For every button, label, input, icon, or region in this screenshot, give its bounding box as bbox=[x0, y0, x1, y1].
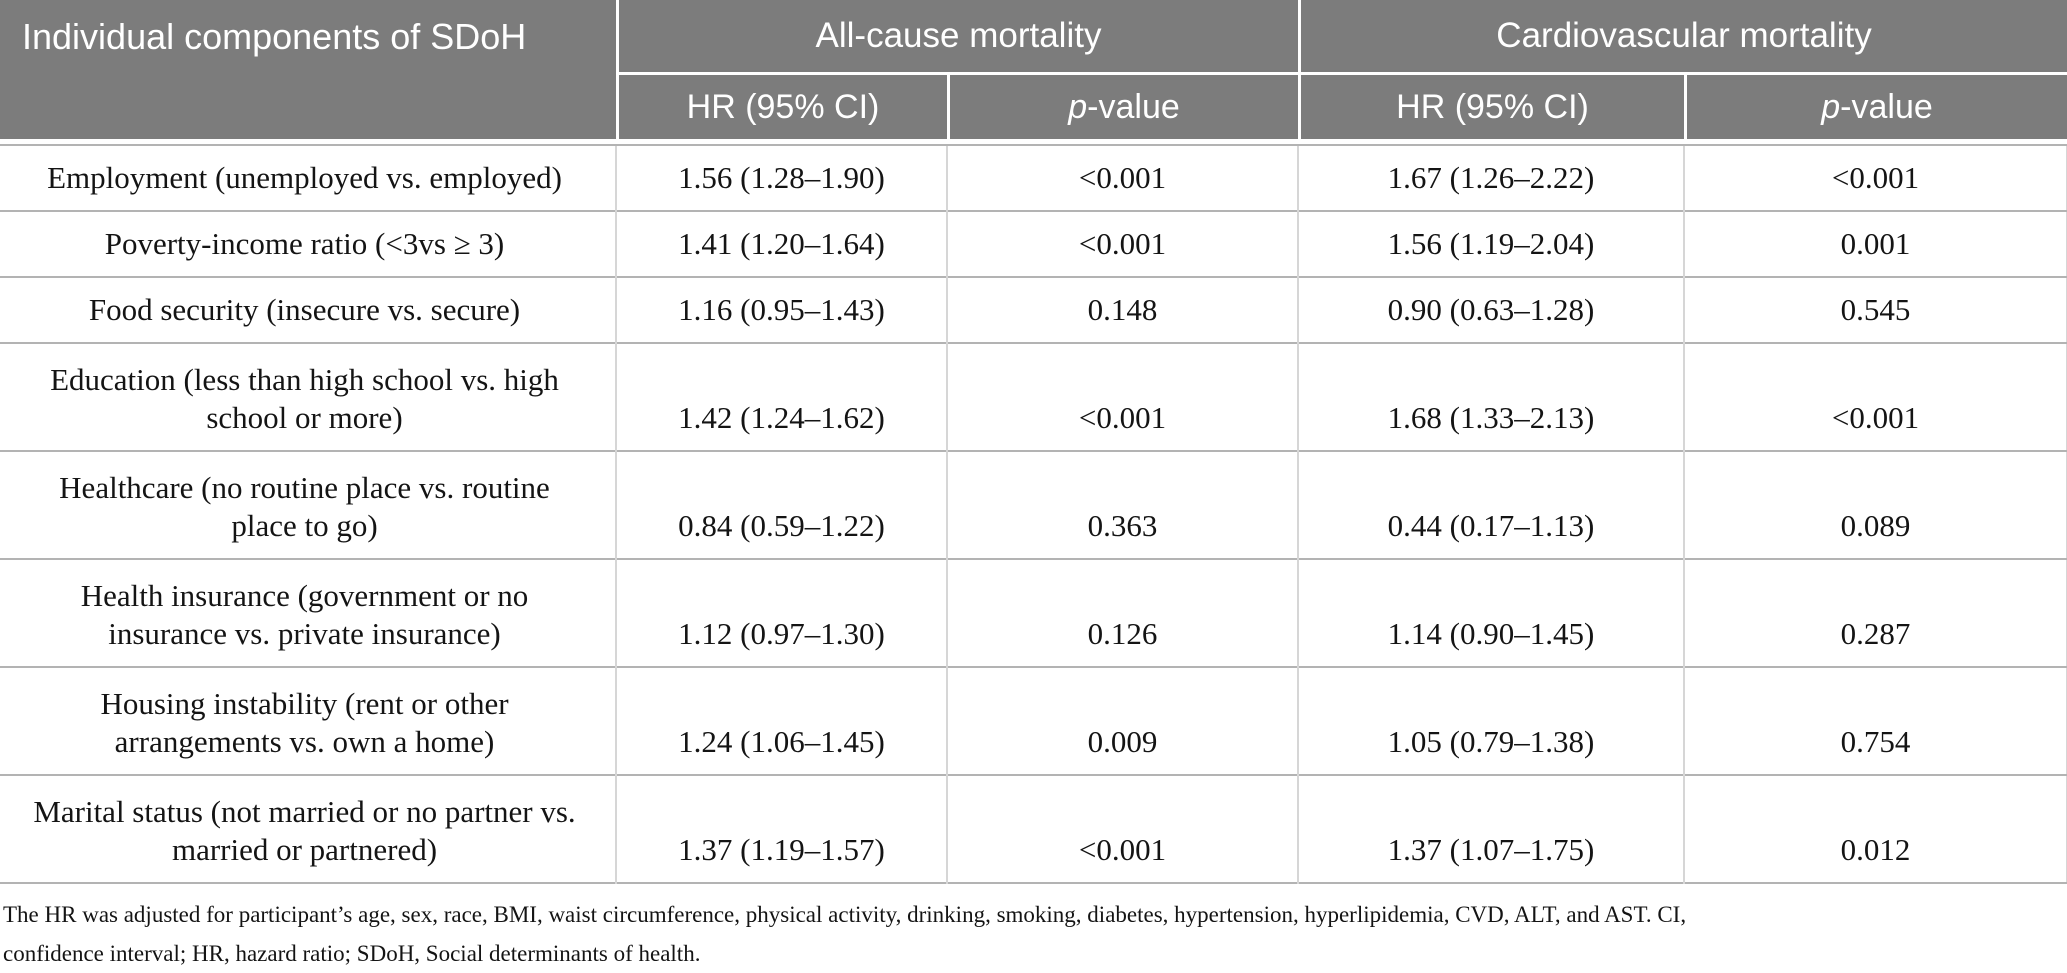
cardio-p-cell: 0.001 bbox=[1683, 210, 2067, 277]
table-row-healthcare: Healthcare (no routine place vs. routine… bbox=[0, 450, 2067, 559]
row-label: Healthcare (no routine place vs. routine… bbox=[0, 450, 616, 559]
row-label: Food security (insecure vs. secure) bbox=[0, 276, 616, 343]
allcause-p-cell: <0.001 bbox=[946, 342, 1298, 451]
allcause-hr-cell: 1.16 (0.95–1.43) bbox=[615, 276, 947, 343]
cardio-hr-cell: 1.05 (0.79–1.38) bbox=[1297, 666, 1684, 775]
p-value-suffix: -value bbox=[1840, 87, 1933, 126]
allcause-p-cell: <0.001 bbox=[946, 210, 1298, 277]
table-row-food-security: Food security (insecure vs. secure) 1.16… bbox=[0, 276, 2067, 343]
cardio-hr-cell: 1.56 (1.19–2.04) bbox=[1297, 210, 1684, 277]
header-individual-components: Individual components of SDoH bbox=[0, 0, 616, 139]
p-value-suffix: -value bbox=[1087, 87, 1180, 126]
table-footnote: The HR was adjusted for participant’s ag… bbox=[0, 895, 2067, 973]
cardio-hr-cell: 1.67 (1.26–2.22) bbox=[1297, 144, 1684, 211]
allcause-hr-cell: 1.56 (1.28–1.90) bbox=[615, 144, 947, 211]
cardio-p-cell: 0.012 bbox=[1683, 774, 2067, 883]
allcause-hr-cell: 0.84 (0.59–1.22) bbox=[615, 450, 947, 559]
row-label: Health insurance (government or no insur… bbox=[0, 558, 616, 667]
row-label: Housing instability (rent or other arran… bbox=[0, 666, 616, 775]
allcause-p-cell: 0.009 bbox=[946, 666, 1298, 775]
cardio-p-cell: 0.089 bbox=[1683, 450, 2067, 559]
row-label: Marital status (not married or no partne… bbox=[0, 774, 616, 883]
allcause-hr-cell: 1.37 (1.19–1.57) bbox=[615, 774, 947, 883]
allcause-hr-cell: 1.41 (1.20–1.64) bbox=[615, 210, 947, 277]
header-cardio-pvalue: p -value bbox=[1684, 72, 2067, 139]
table-row-education: Education (less than high school vs. hig… bbox=[0, 342, 2067, 451]
row-label: Poverty-income ratio (<3vs ≥ 3) bbox=[0, 210, 616, 277]
cardio-p-cell: 0.287 bbox=[1683, 558, 2067, 667]
table-row-housing-instability: Housing instability (rent or other arran… bbox=[0, 666, 2067, 775]
header-cardio-hr: HR (95% CI) bbox=[1298, 72, 1684, 139]
allcause-p-cell: 0.363 bbox=[946, 450, 1298, 559]
row-label: Employment (unemployed vs. employed) bbox=[0, 144, 616, 211]
allcause-p-cell: <0.001 bbox=[946, 144, 1298, 211]
cardio-p-cell: 0.545 bbox=[1683, 276, 2067, 343]
header-allcause-hr: HR (95% CI) bbox=[616, 72, 947, 139]
sdoh-mortality-table: Employment (unemployed vs. employed) 1.5… bbox=[0, 144, 2067, 884]
cardio-hr-cell: 1.37 (1.07–1.75) bbox=[1297, 774, 1684, 883]
p-italic: p bbox=[1068, 87, 1088, 126]
cardio-p-cell: 0.754 bbox=[1683, 666, 2067, 775]
header-group-all-cause-mortality: All-cause mortality bbox=[616, 0, 1298, 72]
table-row-employment: Employment (unemployed vs. employed) 1.5… bbox=[0, 144, 2067, 211]
cardio-p-cell: <0.001 bbox=[1683, 342, 2067, 451]
allcause-hr-cell: 1.12 (0.97–1.30) bbox=[615, 558, 947, 667]
table-header: Individual components of SDoH All-cause … bbox=[0, 0, 2067, 139]
header-allcause-pvalue: p -value bbox=[947, 72, 1298, 139]
header-group-cardiovascular-mortality: Cardiovascular mortality bbox=[1298, 0, 2067, 72]
allcause-hr-cell: 1.42 (1.24–1.62) bbox=[615, 342, 947, 451]
footnote-line-1: The HR was adjusted for participant’s ag… bbox=[3, 902, 1687, 927]
table-row-poverty-income-ratio: Poverty-income ratio (<3vs ≥ 3) 1.41 (1.… bbox=[0, 210, 2067, 277]
table-row-marital-status: Marital status (not married or no partne… bbox=[0, 774, 2067, 883]
cardio-hr-cell: 1.68 (1.33–2.13) bbox=[1297, 342, 1684, 451]
p-italic: p bbox=[1821, 87, 1841, 126]
allcause-p-cell: 0.126 bbox=[946, 558, 1298, 667]
allcause-p-cell: 0.148 bbox=[946, 276, 1298, 343]
footnote-line-2: confidence interval; HR, hazard ratio; S… bbox=[3, 941, 701, 966]
allcause-p-cell: <0.001 bbox=[946, 774, 1298, 883]
cardio-p-cell: <0.001 bbox=[1683, 144, 2067, 211]
row-label: Education (less than high school vs. hig… bbox=[0, 342, 616, 451]
table-row-health-insurance: Health insurance (government or no insur… bbox=[0, 558, 2067, 667]
cardio-hr-cell: 0.90 (0.63–1.28) bbox=[1297, 276, 1684, 343]
cardio-hr-cell: 1.14 (0.90–1.45) bbox=[1297, 558, 1684, 667]
allcause-hr-cell: 1.24 (1.06–1.45) bbox=[615, 666, 947, 775]
cardio-hr-cell: 0.44 (0.17–1.13) bbox=[1297, 450, 1684, 559]
